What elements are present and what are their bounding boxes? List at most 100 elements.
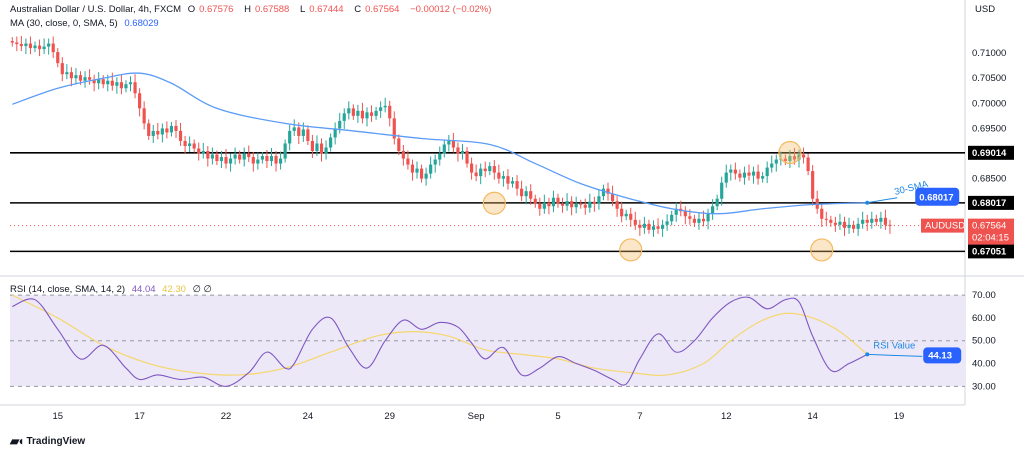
candle (465, 151, 469, 164)
candle (83, 77, 87, 81)
candle (333, 128, 337, 138)
time-tick: 5 (555, 411, 560, 422)
candle (151, 130, 155, 136)
candle (351, 108, 355, 116)
candle (856, 223, 860, 229)
candle (551, 197, 556, 207)
candle (210, 154, 214, 159)
time-tick: 14 (807, 411, 818, 422)
candle (37, 45, 42, 50)
candle (356, 110, 360, 116)
candle (642, 223, 646, 228)
candle (792, 156, 797, 160)
highlight-circle (482, 191, 506, 215)
candle (542, 202, 546, 209)
candle (756, 171, 760, 179)
candle (538, 203, 542, 209)
candle (56, 52, 60, 64)
candle (15, 42, 19, 45)
candle (215, 154, 219, 162)
candle (360, 110, 365, 119)
candle (160, 128, 164, 135)
candle (529, 191, 533, 199)
ohlc-low: L 0.67444 (299, 4, 344, 15)
candle (292, 127, 296, 131)
candle (379, 107, 383, 111)
candle (460, 151, 465, 154)
candle (683, 211, 687, 217)
level-tag (968, 195, 1014, 210)
highlight-circle (778, 140, 802, 165)
candle (706, 213, 710, 222)
candle (156, 130, 160, 135)
candle (110, 80, 114, 86)
candle (751, 171, 756, 176)
chart-title: Australian Dollar / U.S. Dollar, 4h, FXC… (10, 4, 182, 15)
candle (206, 151, 210, 159)
candle (692, 218, 697, 223)
candle (51, 43, 55, 53)
candle (574, 203, 578, 208)
candle (533, 198, 537, 204)
candle (606, 188, 610, 194)
candle (774, 159, 778, 164)
candle (201, 151, 205, 154)
candle (269, 156, 274, 162)
rsi-legend[interactable]: RSI (14, close, SMA, 14, 2) 44.04 42.30 … (10, 284, 216, 295)
candle (620, 208, 624, 217)
candle (761, 176, 765, 179)
candle (183, 140, 187, 146)
candle (729, 169, 733, 173)
current-price-value: 0.67564 (972, 221, 1006, 232)
rsi-tick: 60.00 (972, 313, 996, 324)
candle (238, 154, 242, 160)
candle (770, 163, 774, 168)
candle (338, 120, 342, 129)
candle (797, 154, 801, 160)
candle (738, 173, 742, 178)
candle (265, 156, 269, 162)
candle (433, 159, 437, 165)
candle (811, 171, 815, 199)
candle (297, 127, 301, 136)
candle (188, 143, 192, 146)
ma-legend[interactable]: MA (30, close, 0, SMA, 5) 0.68029 (10, 18, 163, 29)
candle (610, 193, 615, 202)
rsi-extra: ∅ ∅ (192, 284, 212, 295)
candle (783, 158, 787, 162)
rsi-tick: 40.00 (972, 359, 996, 370)
candle (510, 181, 515, 184)
candle (879, 217, 883, 222)
candle (74, 75, 78, 79)
candle (410, 164, 415, 173)
candle (829, 219, 833, 223)
candle (369, 112, 374, 116)
ma-value: 0.68029 (124, 18, 159, 29)
candle (397, 138, 401, 152)
candle (506, 176, 510, 184)
candle (674, 208, 678, 215)
level-tag (968, 244, 1014, 259)
candle (861, 219, 865, 224)
candle (656, 226, 660, 229)
price-tick: 0.69014 (972, 148, 1007, 159)
time-tick: 24 (303, 411, 314, 422)
candle (742, 172, 747, 178)
candle (824, 218, 828, 220)
price-tick: 0.69500 (972, 123, 1006, 134)
candle (288, 130, 292, 144)
brand-logo: ▰◖ TradingView (10, 434, 85, 448)
candle (310, 140, 315, 152)
candle (865, 219, 869, 223)
currency-label: USD (975, 4, 995, 15)
candle (47, 43, 51, 47)
candle (588, 201, 592, 208)
candle (842, 221, 847, 228)
rsi-line (12, 296, 868, 387)
candle (524, 191, 528, 197)
candle (97, 79, 101, 84)
candle (147, 123, 151, 136)
candle (347, 108, 351, 114)
current-price-tag (968, 218, 1014, 245)
